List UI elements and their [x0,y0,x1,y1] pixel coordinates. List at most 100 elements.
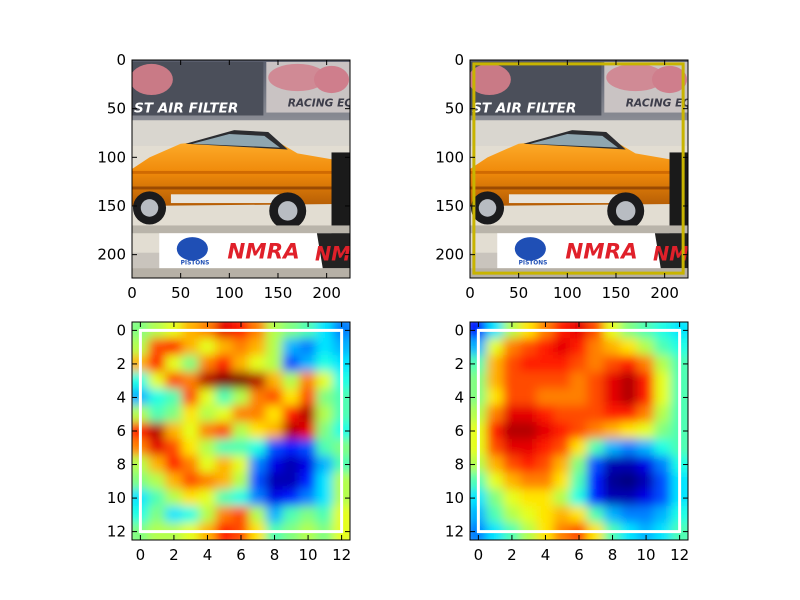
heatmap-cell [553,422,572,440]
heatmap-cell [470,338,488,357]
heatmap-cell [670,405,688,424]
heatmap-cell [586,371,605,390]
heatmap-cell [586,489,605,507]
heatmap-cell [503,322,521,340]
y-tick-label: 100 [435,148,464,166]
heatmap-cell [332,422,350,440]
heatmap-cell [603,371,622,390]
heatmap-cell [670,322,688,340]
heatmap-cell [637,322,655,340]
x-tick-label: 0 [136,546,146,564]
heatmap-cell [181,388,200,407]
bounding-box-overlay [476,328,682,534]
heatmap-cell [586,338,605,357]
heatmap-cell [332,455,350,474]
x-tick-label: 12 [670,546,689,564]
y-tick-label: 0 [116,321,126,339]
heatmap-cell [570,489,588,507]
heatmap-cell [232,355,250,373]
heatmap-cell [603,505,622,524]
heatmap-cell [265,322,284,340]
heatmap-cell [570,455,588,474]
heatmap-cell [603,322,622,340]
heatmap-cell [181,338,200,357]
heatmap-cell [148,489,167,507]
heatmap-cell [637,472,655,491]
heatmap-cell [536,371,555,390]
heatmap-cell [620,505,639,524]
heatmap-cell [265,489,284,507]
heatmap-cell [470,355,488,373]
heatmap-cell [232,438,250,457]
heatmap-cell [332,505,350,524]
heatmap-cell [248,472,267,491]
heatmap-cell [653,338,672,357]
heatmap-cell [181,405,200,424]
heatmap-cell [486,455,505,474]
y-tick-label: 50 [107,100,126,118]
heatmap-cell [519,322,538,340]
y-tick-label: 200 [435,246,464,264]
heatmap-cell [519,371,538,390]
heatmap-cell [248,422,267,440]
heatmap-cell [181,522,200,540]
heatmap-cell [620,338,639,357]
heatmap-cell [165,422,183,440]
heatmap-cell [486,522,505,540]
heatmap-cell [653,322,672,340]
heatmap-cell [519,438,538,457]
heatmap-cell [165,455,183,474]
x-tick-label: 100 [553,284,582,302]
heatmap-cell [165,338,183,357]
x-tick-label: 2 [507,546,517,564]
heatmap-cell [198,489,217,507]
heatmap-cell [215,472,234,491]
bounding-box [472,62,685,275]
heatmap-cell [215,505,234,524]
heatmap-cell [165,505,183,524]
heatmap-cell [165,472,183,491]
axes-heatmap-left: 0 2 4 6 8 10 12 0 2 4 6 8 10 12 [107,321,351,564]
heatmap-cell [299,438,317,457]
heatmap-cell [470,522,488,540]
heatmap-cell [148,422,167,440]
heatmap-cell [198,522,217,540]
heatmap-cell [519,455,538,474]
heatmap-cell [232,405,250,424]
heatmap-cell [653,371,672,390]
heatmap-cell [470,422,488,440]
heatmap-cell [332,472,350,491]
heatmap-cell [198,405,217,424]
heatmap-cell [265,505,284,524]
heatmap-cell [670,388,688,407]
heatmap-cell [332,371,350,390]
heatmap-cell [470,388,488,407]
y-tick-label: 200 [97,246,126,264]
y-tick-label: 6 [454,422,464,440]
heatmap-cell [536,455,555,474]
y-tick-label: 4 [116,388,126,406]
heatmap-cell [198,322,217,340]
heatmap-cell [637,455,655,474]
y-tick-label: 12 [107,523,126,541]
heatmap-cell [148,455,167,474]
heatmap-cell [215,388,234,407]
y-tick-label: 8 [116,456,126,474]
heatmap-cells [132,322,350,540]
heatmap-cell [215,489,234,507]
heatmap-cell [148,338,167,357]
heatmap-cell [248,489,267,507]
y-tick-label: 2 [116,355,126,373]
x-tick-label: 6 [236,546,246,564]
y-tick-label: 6 [116,422,126,440]
axes-boxed-image: 0 50 100 150 200 0 50 100 150 200 [435,51,689,302]
heatmap-cell [232,371,250,390]
heatmap-cell [486,338,505,357]
heatmap-cell [637,422,655,440]
heatmap-cell [603,338,622,357]
heatmap-cell [620,422,639,440]
heatmap-cell [620,371,639,390]
heatmap-cell [570,505,588,524]
heatmap-cells [470,322,688,540]
heatmap-cell [653,388,672,407]
